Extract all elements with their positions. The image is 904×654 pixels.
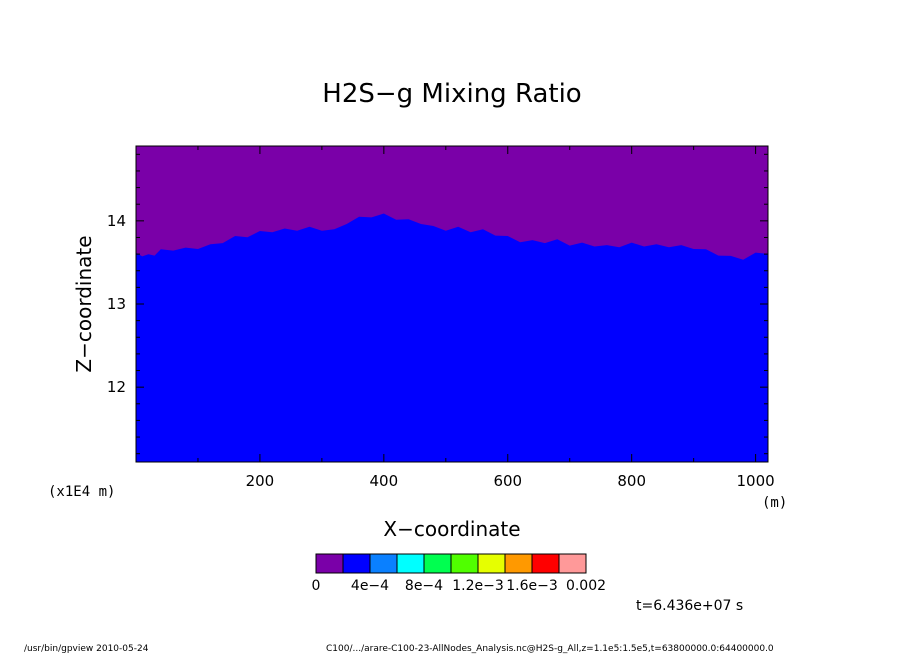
y-scale-note: (x1E4 m): [48, 484, 115, 500]
colorbar-swatch: [396, 553, 425, 574]
colorbar-swatch: [342, 553, 371, 574]
colorbar-tick-label: 8e−4: [405, 578, 443, 594]
colorbar-swatch: [504, 553, 533, 574]
y-tick-label: 13: [107, 295, 126, 313]
x-tick-label: 1000: [737, 472, 775, 490]
colorbar-swatch: [558, 553, 587, 574]
colorbar-tick-label: 0.002: [566, 578, 606, 594]
y-tick-label: 14: [107, 212, 126, 230]
colorbar-swatch: [450, 553, 479, 574]
x-tick-label: 400: [370, 472, 399, 490]
footer-right: C100/.../arare-C100-23-AllNodes_Analysis…: [326, 644, 774, 654]
colorbar-tick-label: 1.2e−3: [452, 578, 504, 594]
colorbar-swatch: [315, 553, 344, 574]
x-tick-label: 200: [246, 472, 275, 490]
colorbar-swatch: [477, 553, 506, 574]
plot-area: [136, 146, 768, 462]
colorbar-tick-label: 1.6e−3: [506, 578, 558, 594]
colorbar-tick-label: 0: [312, 578, 321, 594]
y-tick-label: 12: [107, 378, 126, 396]
x-tick-label: 800: [617, 472, 646, 490]
x-tick-label: 600: [493, 472, 522, 490]
footer-left: /usr/bin/gpview 2010-05-24: [24, 644, 149, 654]
time-label: t=6.436e+07 s: [636, 598, 743, 614]
y-axis-label: Z−coordinate: [72, 235, 96, 372]
x-unit-label: (m): [762, 495, 787, 511]
colorbar-swatch: [423, 553, 452, 574]
chart-title: H2S−g Mixing Ratio: [322, 79, 581, 109]
axes: 200 400 600 800 1000 12 13 14: [107, 145, 775, 490]
colorbar-swatch: [369, 553, 398, 574]
colorbar-tick-label: 4e−4: [351, 578, 389, 594]
region-plume: [136, 213, 768, 462]
x-axis-label: X−coordinate: [383, 517, 520, 541]
colorbar-swatch: [531, 553, 560, 574]
colorbar: 0 4e−4 8e−4 1.2e−3 1.6e−3 0.002: [312, 553, 606, 594]
